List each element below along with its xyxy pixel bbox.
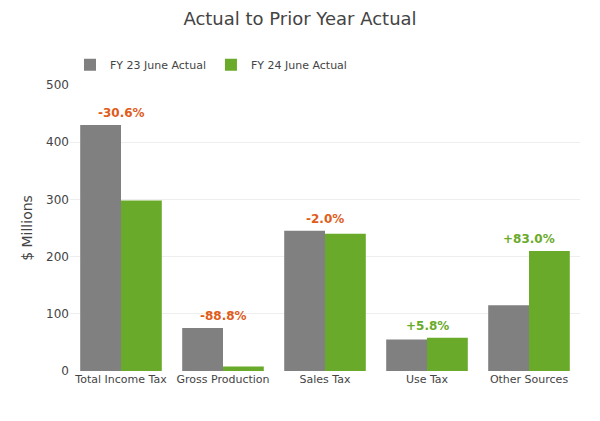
svg-text:+5.8%: +5.8% xyxy=(406,319,449,333)
svg-text:FY 23 June Actual: FY 23 June Actual xyxy=(110,59,206,72)
svg-text:Use Tax: Use Tax xyxy=(406,373,449,386)
svg-text:+83.0%: +83.0% xyxy=(503,232,555,246)
svg-text:-30.6%: -30.6% xyxy=(98,106,145,120)
svg-text:200: 200 xyxy=(46,250,69,264)
svg-text:Gross Production: Gross Production xyxy=(176,373,269,386)
svg-text:400: 400 xyxy=(46,135,69,149)
svg-text:500: 500 xyxy=(46,78,69,92)
svg-text:-2.0%: -2.0% xyxy=(306,212,344,226)
svg-text:Actual to Prior Year Actual: Actual to Prior Year Actual xyxy=(183,8,416,29)
svg-text:100: 100 xyxy=(46,307,69,321)
svg-text:Other Sources: Other Sources xyxy=(490,373,569,386)
svg-text:$ Millions: $ Millions xyxy=(19,195,35,261)
svg-text:0: 0 xyxy=(61,364,69,378)
svg-text:300: 300 xyxy=(46,193,69,207)
svg-text:FY 24 June Actual: FY 24 June Actual xyxy=(251,59,347,72)
svg-text:-88.8%: -88.8% xyxy=(200,309,247,323)
svg-text:Total Income Tax: Total Income Tax xyxy=(74,373,167,386)
svg-text:Sales Tax: Sales Tax xyxy=(300,373,351,386)
